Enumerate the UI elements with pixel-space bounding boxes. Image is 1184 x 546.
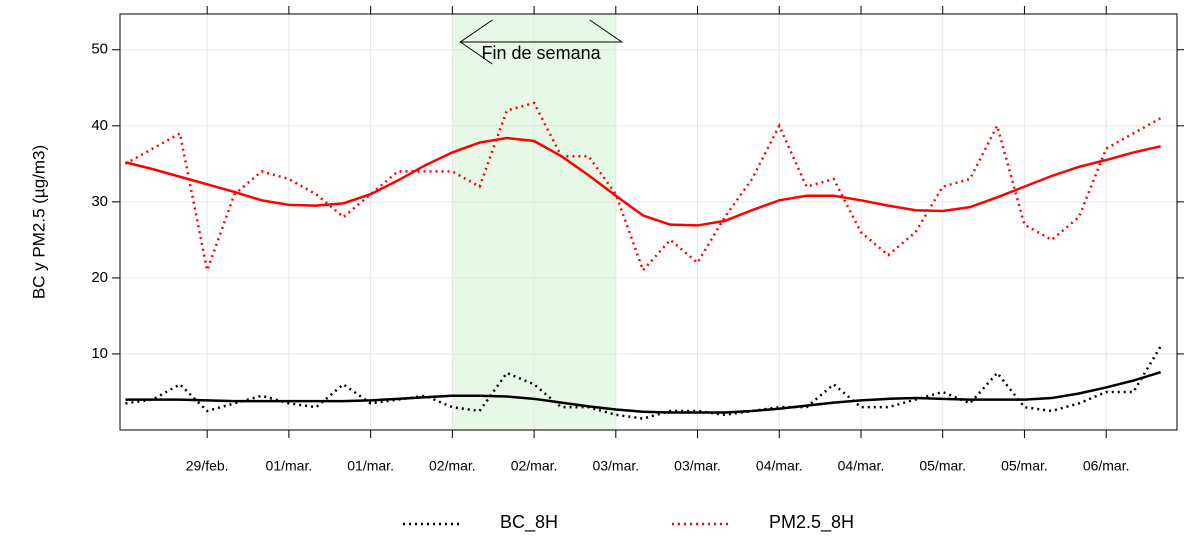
plot-underlay <box>120 14 1177 430</box>
legend-label: PM2.5_8H <box>769 512 854 533</box>
x-tick-label: 01/mar. <box>347 458 394 474</box>
y-tick-label: 20 <box>91 269 108 286</box>
y-tick-label: 40 <box>91 117 108 134</box>
trend-line <box>125 371 1162 414</box>
series-line <box>124 101 1162 275</box>
x-tick-label: 29/feb. <box>186 458 229 474</box>
y-axis-label: BC y PM2.5 (µg/m3) <box>29 145 48 299</box>
x-tick-label: 03/mar. <box>592 458 639 474</box>
y-tick-label: 50 <box>91 41 108 58</box>
annotation: Fin de semana <box>482 43 602 63</box>
x-tick-label: 05/mar. <box>919 458 966 474</box>
y-tick-label: 10 <box>91 345 108 362</box>
x-tick-label: 05/mar. <box>1001 458 1048 474</box>
annotation-arrow <box>460 41 493 65</box>
x-tick-label: 03/mar. <box>674 458 721 474</box>
x-tick-label: 04/mar. <box>838 458 885 474</box>
plot: 10 20 30 40 50 29/feb. 01/mar. 01/mar. 02/mar. 02… <box>91 6 1184 533</box>
legend-label: BC_8H <box>500 512 558 533</box>
trend-line <box>125 136 1161 227</box>
x-tick-label: 01/mar. <box>266 458 313 474</box>
x-tick-label: 02/mar. <box>511 458 558 474</box>
x-tick-label: 04/mar. <box>756 458 803 474</box>
y-tick-label: 30 <box>91 193 108 210</box>
series-line <box>125 345 1162 420</box>
x-tick-label: 02/mar. <box>429 458 476 474</box>
annotation-arrow <box>458 19 624 43</box>
plot-frame <box>119 13 1178 431</box>
x-tick-label: 06/mar. <box>1083 458 1130 474</box>
